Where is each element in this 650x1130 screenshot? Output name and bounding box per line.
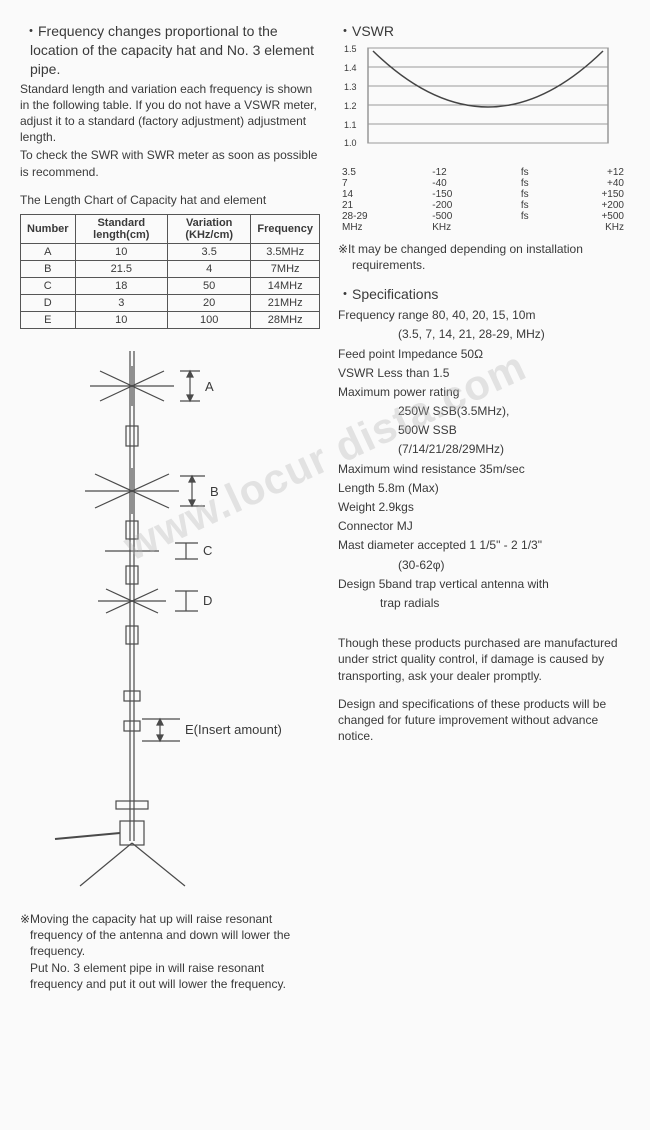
table-row: E 10 100 28MHz — [21, 311, 320, 328]
svg-text:1.2: 1.2 — [344, 101, 357, 111]
svg-text:1.5: 1.5 — [344, 44, 357, 54]
table-row: A 10 3.5 3.5MHz — [21, 243, 320, 260]
length-chart-table: Number Standard length(cm) Variation (KH… — [20, 214, 320, 329]
freq-changes-title-text: Frequency changes proportional to the lo… — [30, 23, 314, 77]
th-frequency: Frequency — [251, 214, 320, 243]
th-variation: Variation (KHz/cm) — [168, 214, 251, 243]
quality-para: Though these products purchased are manu… — [338, 635, 628, 684]
spec-power-c: (7/14/21/28/29MHz) — [338, 441, 628, 457]
label-d: D — [203, 593, 212, 608]
spec-design-b: trap radials — [338, 595, 628, 611]
freq-offsets-table: 3.5-12fs+12 7-40fs+40 14-150fs+150 21-20… — [338, 167, 628, 233]
label-a: A — [205, 379, 214, 394]
vswr-note: ※It may be changed depending on installa… — [338, 241, 628, 273]
th-stdlen: Standard length(cm) — [75, 214, 167, 243]
table-row: D 3 20 21MHz — [21, 294, 320, 311]
table-row: B 21.5 4 7MHz — [21, 260, 320, 277]
svg-text:1.1: 1.1 — [344, 120, 357, 130]
spec-power-a: 250W SSB(3.5MHz), — [338, 403, 628, 419]
specs-block: Frequency range 80, 40, 20, 15, 10m (3.5… — [338, 307, 628, 611]
antenna-diagram: A B C D E(Insert amount) — [20, 341, 320, 901]
label-b: B — [210, 484, 219, 499]
specs-title: ・Specifications — [338, 285, 628, 304]
spec-design: Design 5band trap vertical antenna with — [338, 576, 628, 592]
th-number: Number — [21, 214, 76, 243]
svg-text:1.0: 1.0 — [344, 138, 357, 148]
spec-freq-range-sub: (3.5, 7, 14, 21, 28-29, MHz) — [338, 326, 628, 342]
spec-connector: Connector MJ — [338, 518, 628, 534]
spec-length: Length 5.8m (Max) — [338, 480, 628, 496]
vswr-chart: 1.5 1.4 1.3 1.2 1.1 1.0 — [338, 43, 618, 163]
spec-vswr: VSWR Less than 1.5 — [338, 365, 628, 381]
label-c: C — [203, 543, 212, 558]
bottom-note: ※Moving the capacity hat up will raise r… — [20, 911, 320, 992]
left-column: ・Frequency changes proportional to the l… — [20, 20, 320, 994]
page-columns: ・Frequency changes proportional to the l… — [20, 20, 630, 994]
right-column: ・VSWR 1.5 1.4 1.3 1.2 1.1 1.0 — [338, 20, 628, 994]
spec-mast-b: (30-62φ) — [338, 557, 628, 573]
freq-changes-title: ・Frequency changes proportional to the l… — [20, 22, 320, 79]
label-e: E(Insert amount) — [185, 722, 282, 737]
spec-impedance: Feed point Impedance 50Ω — [338, 346, 628, 362]
vswr-title: ・VSWR — [338, 22, 628, 41]
antenna-svg: A B C D E(Insert amount) — [20, 341, 320, 901]
svg-text:1.4: 1.4 — [344, 63, 357, 73]
spec-mast: Mast diameter accepted 1 1/5" - 2 1/3" — [338, 537, 628, 553]
change-para: Design and specifications of these produ… — [338, 696, 628, 745]
spec-power-b: 500W SSB — [338, 422, 628, 438]
intro-para-2: To check the SWR with SWR meter as soon … — [20, 147, 320, 179]
length-chart-title: The Length Chart of Capacity hat and ele… — [20, 192, 320, 208]
table-header-row: Number Standard length(cm) Variation (KH… — [21, 214, 320, 243]
spec-freq-range: Frequency range 80, 40, 20, 15, 10m — [338, 307, 628, 323]
spec-weight: Weight 2.9kgs — [338, 499, 628, 515]
intro-para-1: Standard length and variation each frequ… — [20, 81, 320, 146]
table-row: C 18 50 14MHz — [21, 277, 320, 294]
svg-text:1.3: 1.3 — [344, 82, 357, 92]
spec-wind: Maximum wind resistance 35m/sec — [338, 461, 628, 477]
spec-power: Maximum power rating — [338, 384, 628, 400]
